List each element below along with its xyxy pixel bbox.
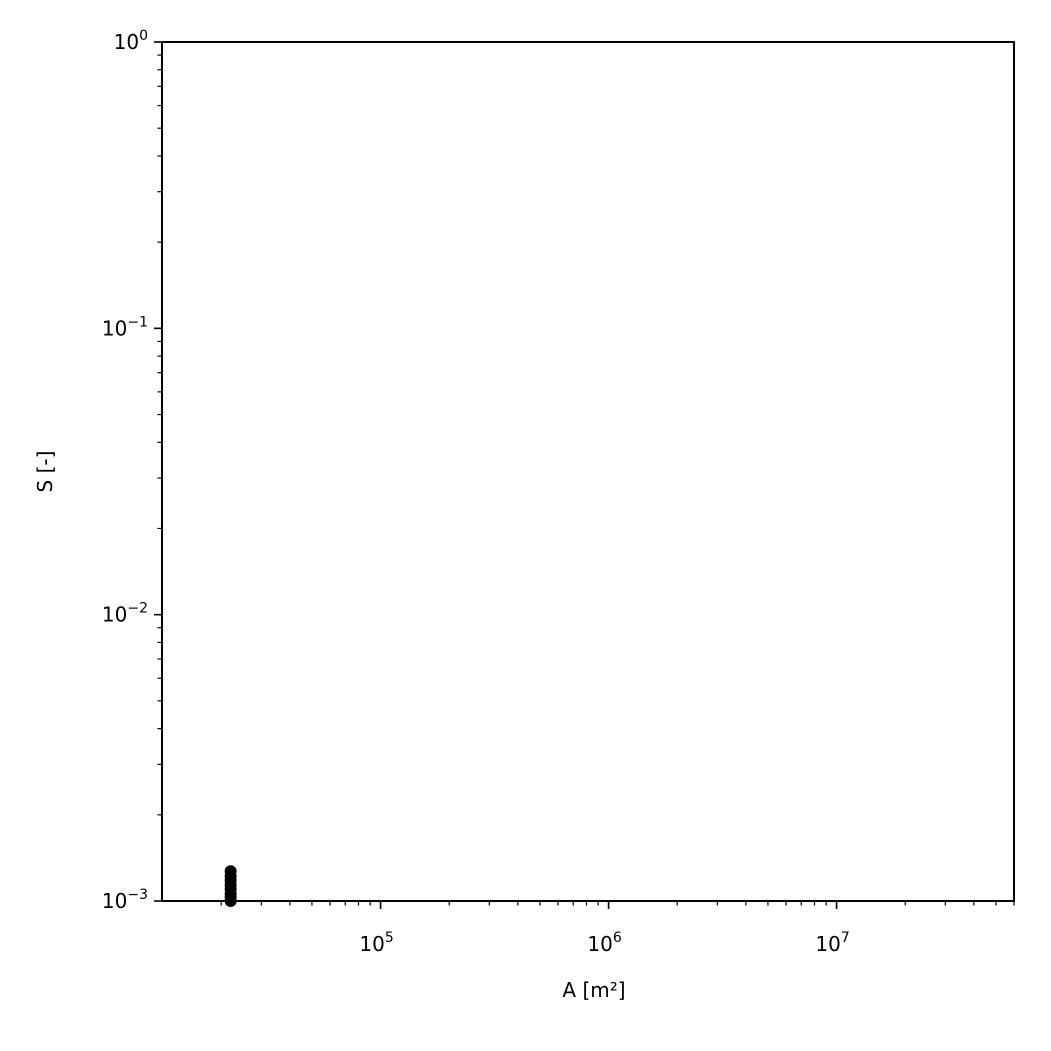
- y-axis-label: S [-]: [33, 451, 57, 493]
- x-tick-label: 106: [587, 930, 621, 956]
- x-tick-label: 107: [815, 930, 849, 956]
- x-tick-label: 105: [359, 930, 393, 956]
- plot-frame: [161, 41, 1015, 902]
- x-tick-labels: 105 106 107: [359, 930, 849, 956]
- major-ticks: [154, 41, 838, 909]
- y-tick-label: 10−2: [102, 601, 148, 627]
- y-tick-labels: 100 10−1 10−2 10−3: [102, 28, 148, 913]
- y-tick-label: 100: [114, 28, 148, 54]
- x-axis-label: A [m²]: [562, 978, 625, 1002]
- y-tick-label: 10−3: [102, 887, 148, 913]
- y-tick-label: 10−1: [102, 314, 148, 340]
